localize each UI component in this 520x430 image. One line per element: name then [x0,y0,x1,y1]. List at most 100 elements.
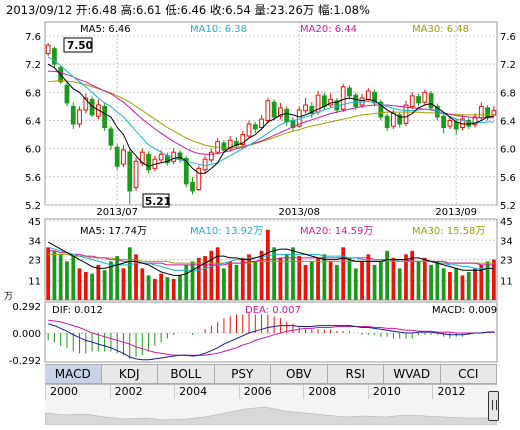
min-price-label: 5.21 [145,196,171,208]
volume-bar [140,268,145,300]
quote-high: 高:6.61 [120,3,162,17]
volume-bar [178,275,182,300]
volume-bar [71,256,76,300]
candle-body [378,101,384,118]
indicator-tabs: MACD KDJ BOLL PSY OBV RSI WVAD CCI [45,364,497,384]
volume-bar [184,264,189,300]
volume-tick-right: 23 [500,256,513,267]
volume-bar [385,250,390,300]
volume-bar [473,268,477,300]
volume-bar [159,273,164,300]
volume-bar [272,247,277,300]
volume-bar [165,277,170,300]
price-tick-right: 5.6 [500,173,516,184]
candle-body [108,128,114,146]
volume-bar [127,247,132,300]
price-tick-right: 6.8 [500,88,516,99]
volume-bar [209,250,214,300]
volume-bar [360,261,364,300]
volume-bar [454,268,459,300]
volume-bar [422,257,427,300]
volume-bar [316,257,320,300]
candle-body [428,93,434,109]
volume-ma20-line [48,250,494,266]
max-price-box [63,37,93,53]
candle-body [391,112,396,127]
price-ma10-label: MA10: 6.38 [190,24,247,35]
candle-body [321,95,327,107]
date-tick-label: 2013/07 [96,207,138,218]
volume-bar [77,268,82,300]
volume-bar [410,250,415,300]
tab-boll[interactable]: BOLL [158,365,215,383]
candle-body [64,84,70,104]
price-tick-left: 7.6 [25,32,41,43]
tab-psy[interactable]: PSY [215,365,271,383]
price-tick-left: 5.6 [25,173,41,184]
candle-body [347,87,352,97]
volume-bar [152,278,157,300]
candle-body [278,107,283,117]
volume-bar [115,256,120,300]
candle-body [252,124,258,130]
candle-body [447,120,453,127]
candle-body [365,90,371,100]
volume-bar [121,268,126,300]
price-tick-right: 7.6 [500,32,516,43]
timeline-year-label: 2010 [367,385,433,399]
timeline-navigator[interactable]: 2000 2002 2004 2006 2008 2010 2012 [45,384,497,425]
timeline-years: 2000 2002 2004 2006 2008 2010 2012 [45,385,497,399]
timeline-year-label: 2000 [45,385,110,399]
tab-macd[interactable]: MACD [45,365,102,383]
candle-body [397,114,403,125]
price-tick-left: 5.2 [25,201,41,212]
price-tick-left: 7.2 [25,60,41,71]
volume-bar [65,261,69,300]
macd-dif-line [47,323,494,361]
tab-cci[interactable]: CCI [441,365,497,383]
candle-body [146,153,151,171]
tab-wvad[interactable]: WVAD [384,365,441,383]
volume-bar [96,264,101,300]
volume-ma10-line [47,246,494,271]
volume-tick-left: 34 [28,236,41,247]
price-ma30-label: MA30: 6.48 [412,24,469,35]
price-ma5-line [47,63,494,174]
candle-body [127,151,133,192]
candle-body [284,108,290,123]
tab-obv[interactable]: OBV [271,365,328,383]
quote-open: 开:6.48 [75,3,117,17]
price-ma20-line [48,70,494,155]
volume-bar [58,254,63,300]
volume-ma10-label: MA10: 13.92万 [190,226,263,237]
volume-bar [491,259,496,300]
volume-bar [353,268,358,300]
candle-body [158,153,164,161]
candle-body [309,105,315,114]
volume-bar [416,261,421,300]
volume-ma5-label: MA5: 17.74万 [80,226,147,237]
volume-bar [253,261,258,300]
chart-canvas[interactable]: 7.6 7.6 7.2 7.2 6.8 6.8 6.4 6.4 6.0 6.0 5.6 5.6 5.2 5… [0,0,520,364]
candle-body [121,149,126,165]
volume-bar [240,257,245,300]
price-tick-left: 6.0 [25,145,41,156]
volume-bar [203,256,207,300]
volume-bar [90,273,94,300]
candle-body [177,152,183,160]
tab-rsi[interactable]: RSI [328,365,384,383]
volume-bar [259,250,264,300]
quote-low: 低:6.46 [165,3,207,17]
candle-body [208,151,214,161]
tab-kdj[interactable]: KDJ [102,365,158,383]
volume-tick-left: 23 [28,256,41,267]
candle-body [340,86,346,110]
volume-bar [460,275,465,300]
timeline-year-label: 2002 [109,385,175,399]
price-ma5-label: MA5: 6.46 [80,24,131,35]
candle-body [409,95,415,107]
volume-unit-label: 万 [4,292,13,302]
candle-body [246,123,252,137]
date-tick-label: 2013/09 [435,207,477,218]
timeline-range-handle[interactable] [488,391,499,421]
